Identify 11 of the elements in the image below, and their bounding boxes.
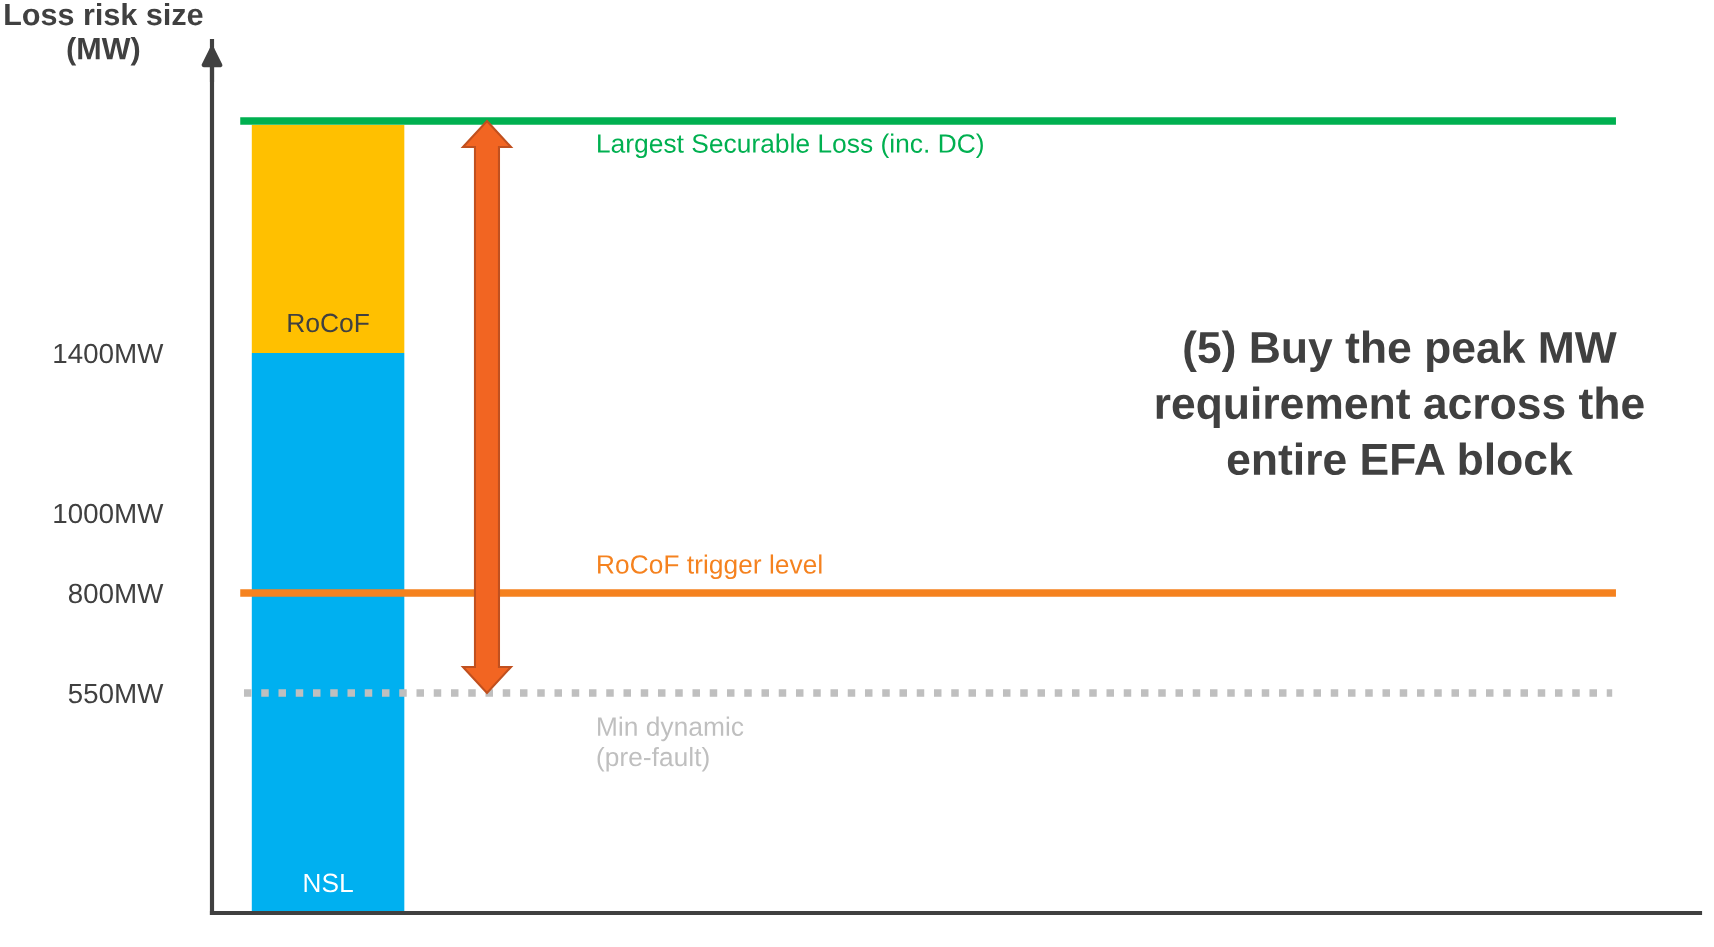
ref-line-label: RoCoF trigger level (598, 554, 822, 580)
y-axis-title: Loss risk size (MW) (5, 2, 203, 66)
y-tick-label: 1400MW (54, 343, 164, 364)
y-tick-label: 800MW (68, 583, 164, 604)
ref-line-label: Min dynamic (pre-fault) (597, 716, 744, 772)
series-label: NSL (304, 873, 353, 893)
annotation: (5) Buy the peak MW requirement across the entire EFA block (1156, 330, 1644, 476)
y-tick-label: 1000MW (54, 503, 164, 524)
ref-line-label: Largest Securable Loss (inc. DC) (598, 133, 983, 159)
series-label: RoCoF (288, 313, 369, 333)
y-tick-label: 550MW (68, 683, 164, 704)
